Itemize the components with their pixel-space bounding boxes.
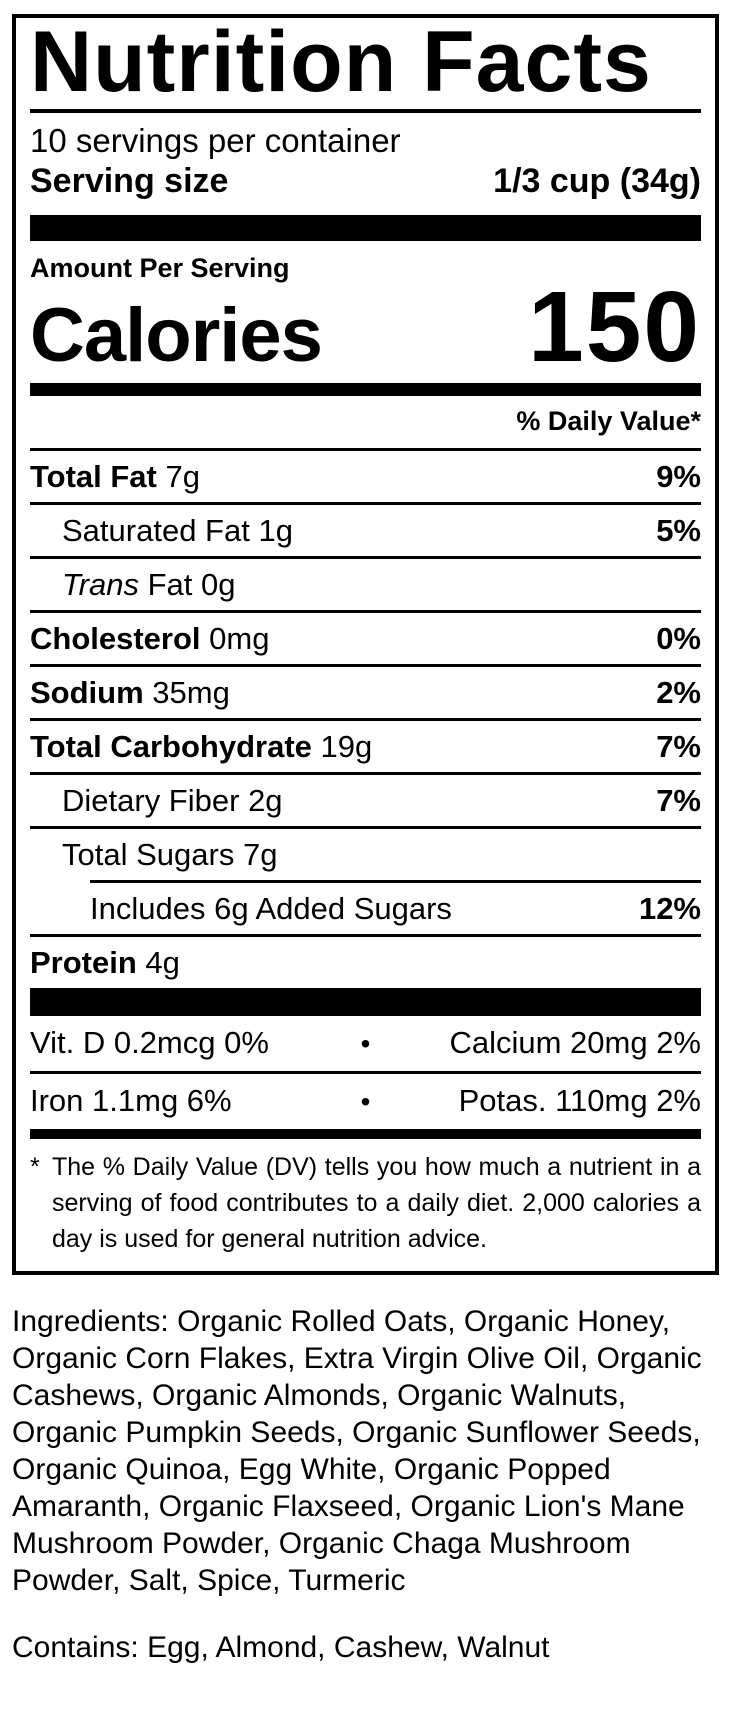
calcium-value: Calcium 20mg 2% bbox=[449, 1025, 701, 1060]
nutrient-amount: 4g bbox=[145, 945, 180, 980]
nutrient-dv: 9% bbox=[656, 459, 701, 494]
nutrient-amount: 2g bbox=[248, 783, 283, 818]
daily-value-header: % Daily Value* bbox=[516, 406, 701, 436]
calories-label: Calories bbox=[30, 293, 323, 378]
serving-size-row: Serving size 1/3 cup (34g) bbox=[30, 161, 701, 201]
nutrient-name: Total Sugars 7g bbox=[62, 837, 278, 872]
vitamin-d-value: Vit. D 0.2mcg 0% bbox=[30, 1025, 269, 1060]
nutrient-dv: 12% bbox=[638, 891, 701, 926]
header-separator bbox=[30, 215, 701, 241]
nutrient-name: Saturated Fat 1g bbox=[62, 513, 293, 548]
title-rule bbox=[30, 109, 701, 113]
nutrient-amount: 35mg bbox=[152, 675, 230, 710]
vitamin-row-2: Iron 1.1mg 6% • Potas. 110mg 2% bbox=[30, 1071, 701, 1129]
nutrient-amount: 19g bbox=[320, 729, 373, 764]
nutrient-amount: 0mg bbox=[209, 621, 270, 656]
iron-value: Iron 1.1mg 6% bbox=[30, 1083, 232, 1118]
nutrition-facts-label: Nutrition Facts 10 servings per containe… bbox=[12, 14, 719, 1275]
nutrient-name: Protein 4g bbox=[30, 945, 180, 980]
nutrient-amount: 0g bbox=[201, 567, 236, 602]
contains-paragraph: Contains: Egg, Almond, Cashew, Walnut bbox=[12, 1631, 550, 1664]
calories-row: Calories 150 bbox=[30, 271, 701, 383]
amount-per-serving-label: Amount Per Serving bbox=[30, 253, 290, 283]
added-sugars-separator bbox=[90, 880, 701, 883]
vitamin-row-1: Vit. D 0.2mcg 0% • Calcium 20mg 2% bbox=[30, 1016, 701, 1071]
nutrient-row-total-fat: Total Fat 7g 9% bbox=[30, 448, 701, 502]
bullet-separator: • bbox=[360, 1028, 371, 1059]
nutrient-row-protein: Protein 4g bbox=[30, 934, 701, 988]
potassium-value: Potas. 110mg 2% bbox=[458, 1083, 701, 1118]
nutrient-row-dietary-fiber: Dietary Fiber 2g 7% bbox=[30, 772, 701, 826]
footnote-marker: * bbox=[30, 1153, 40, 1181]
nutrient-name: Dietary Fiber 2g bbox=[62, 783, 283, 818]
nutrient-dv: 2% bbox=[656, 675, 701, 710]
nutrient-amount: 7g bbox=[242, 837, 278, 872]
nutrient-name: Trans Fat 0g bbox=[62, 567, 236, 602]
nutrient-row-trans-fat: Trans Fat 0g bbox=[30, 556, 701, 610]
nutrient-dv: 7% bbox=[656, 783, 701, 818]
label-title: Nutrition Facts bbox=[30, 14, 652, 110]
nutrient-amount: 7g bbox=[165, 459, 200, 494]
nutrient-row-total-carbohydrate: Total Carbohydrate 19g 7% bbox=[30, 718, 701, 772]
nutrient-name: Includes 6g Added Sugars bbox=[90, 891, 452, 926]
nutrient-row-cholesterol: Cholesterol 0mg 0% bbox=[30, 610, 701, 664]
serving-size-label: Serving size bbox=[30, 162, 229, 200]
nutrient-row-added-sugars: Includes 6g Added Sugars 12% bbox=[30, 883, 701, 934]
footnote-text: The % Daily Value (DV) tells you how muc… bbox=[52, 1153, 701, 1253]
calories-separator bbox=[30, 383, 701, 396]
nutrient-name: Total Fat 7g bbox=[30, 459, 200, 494]
trans-italic: Trans bbox=[62, 567, 139, 602]
nutrient-row-total-sugars: Total Sugars 7g bbox=[30, 826, 701, 880]
calories-value: 150 bbox=[528, 271, 701, 383]
footnote-separator bbox=[30, 1129, 701, 1139]
nutrient-dv: 0% bbox=[656, 621, 701, 656]
nutrient-dv: 5% bbox=[656, 513, 701, 548]
nutrient-row-sodium: Sodium 35mg 2% bbox=[30, 664, 701, 718]
serving-size-value: 1/3 cup (34g) bbox=[493, 162, 701, 200]
nutrient-amount: 1g bbox=[258, 513, 293, 548]
nutrient-row-saturated-fat: Saturated Fat 1g 5% bbox=[30, 502, 701, 556]
nutrient-dv: 7% bbox=[656, 729, 701, 764]
ingredients-paragraph: Ingredients: Organic Rolled Oats, Organi… bbox=[12, 1305, 702, 1597]
nutrient-name: Sodium 35mg bbox=[30, 675, 230, 710]
macros-separator bbox=[30, 988, 701, 1016]
footnote: * The % Daily Value (DV) tells you how m… bbox=[30, 1139, 701, 1263]
nutrient-name: Cholesterol 0mg bbox=[30, 621, 270, 656]
nutrient-name: Total Carbohydrate 19g bbox=[30, 729, 373, 764]
bullet-separator: • bbox=[360, 1086, 371, 1117]
servings-per-container: 10 servings per container bbox=[30, 122, 401, 159]
